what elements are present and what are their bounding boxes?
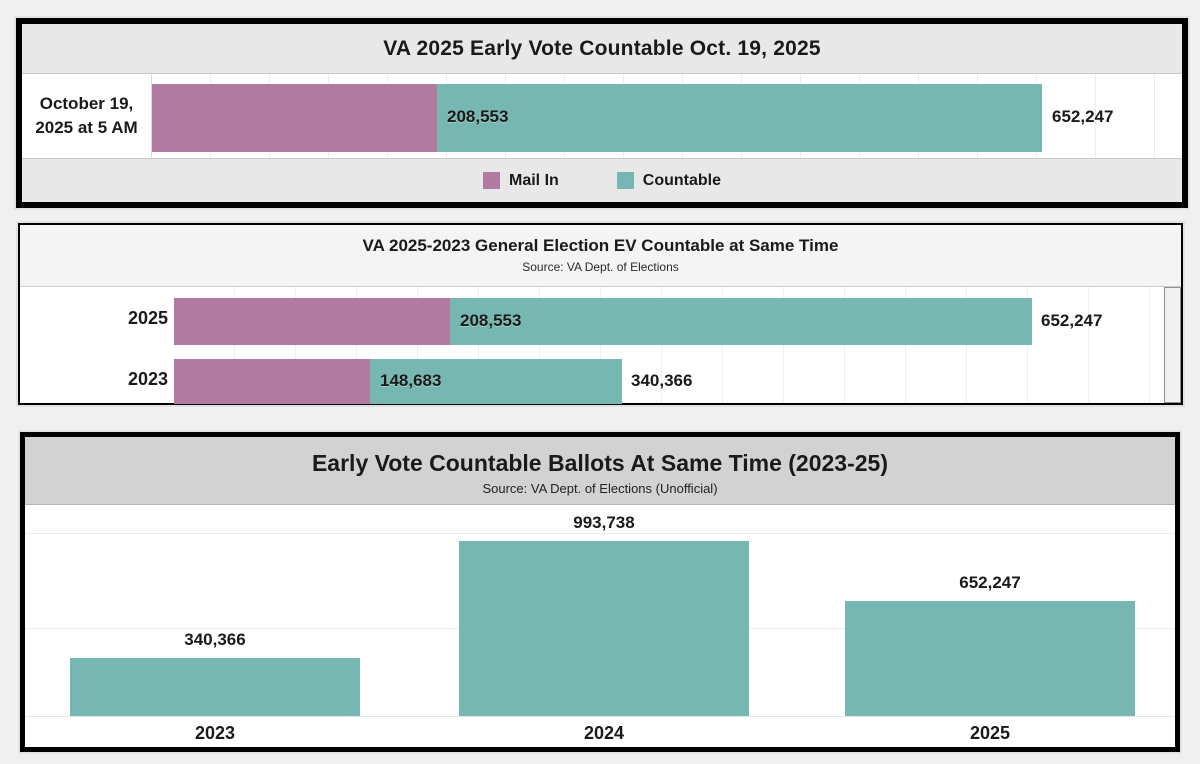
countable-color-swatch-icon: [616, 172, 634, 189]
chart2-title-band: VA 2025-2023 General Election EV Countab…: [20, 225, 1181, 286]
chart2-vertical-scrollbar[interactable]: [1164, 287, 1181, 403]
chart2-axis-label-column: [20, 287, 174, 403]
legend-item-countable[interactable]: Countable: [616, 171, 721, 190]
chart3-axis-label-2025: 2025: [969, 723, 1011, 743]
chart1-plot-area: 208,553 652,247: [152, 74, 1182, 158]
chart3-subtitle: Source: VA Dept. of Elections (Unofficia…: [482, 481, 718, 496]
chart1-legend: Mail In Countable: [22, 159, 1182, 202]
chart1-row-label: October 19, 2025 at 5 AM: [22, 74, 152, 158]
chart1-mail-in-segment[interactable]: [152, 84, 437, 152]
chart2-2025-countable-segment[interactable]: [450, 298, 1032, 345]
chart3-value-label-2023: 340,366: [184, 630, 246, 649]
chart1-title-band: VA 2025 Early Vote Countable Oct. 19, 20…: [22, 24, 1182, 73]
chart1-mail-in-value-label: 208,553: [447, 107, 509, 126]
legend-label-countable: Countable: [642, 171, 721, 189]
chart2-bar-2023: [174, 359, 622, 404]
chart2-year-label-2025: 2025: [127, 308, 168, 328]
gridline-1000k: [25, 533, 1175, 534]
chart2-2025-total-value-label: 652,247: [1041, 311, 1103, 330]
chart2-title: VA 2025-2023 General Election EV Countab…: [362, 236, 839, 255]
chart3-title: Early Vote Countable Ballots At Same Tim…: [311, 450, 889, 476]
chart3-value-label-2024: 993,738: [573, 513, 635, 532]
chart3-bar-2025[interactable]: [845, 601, 1135, 716]
chart2-plot-area: 2025 208,553 652,247 2023 148,683 340,36…: [20, 286, 1181, 404]
x-axis-baseline: [25, 716, 1175, 717]
chart3-axis-label-2024: 2024: [583, 723, 625, 743]
chart2-2025-mail-in-segment[interactable]: [174, 298, 450, 345]
chart2-2025-mail-in-value-label: 208,553: [460, 311, 522, 330]
chart2-subtitle: Source: VA Dept. of Elections: [522, 260, 679, 274]
chart3-axis-label-2023: 2023: [194, 723, 236, 743]
chart3-bar-2024[interactable]: [459, 541, 749, 716]
chart1-stacked-bar: [152, 84, 1042, 152]
chart-panel-ev-comparison-2025-2023: VA 2025-2023 General Election EV Countab…: [18, 223, 1183, 405]
chart1-title: VA 2025 Early Vote Countable Oct. 19, 20…: [383, 36, 821, 60]
chart-panel-ev-countable-today: VA 2025 Early Vote Countable Oct. 19, 20…: [16, 18, 1188, 208]
chart-panel-ev-countable-by-year: Early Vote Countable Ballots At Same Tim…: [20, 432, 1180, 752]
chart3-bar-2023[interactable]: [70, 658, 360, 716]
chart2-2023-mail-in-value-label: 148,683: [380, 371, 442, 390]
chart3-plot-area: 340,366 2023 993,738 2024 652,247 2025: [25, 505, 1175, 747]
legend-label-mail-in: Mail In: [509, 171, 559, 189]
legend-item-mail-in[interactable]: Mail In: [483, 172, 559, 190]
chart1-row-label-line1: October 19,: [39, 94, 134, 114]
chart1-plot-row: October 19, 2025 at 5 AM 208,553 652,247: [22, 73, 1182, 159]
chart2-2023-countable-segment[interactable]: [370, 359, 622, 404]
chart1-total-value-label: 652,247: [1052, 107, 1114, 126]
chart1-row-label-line2: 2025 at 5 AM: [35, 118, 138, 137]
chart3-title-band: Early Vote Countable Ballots At Same Tim…: [25, 437, 1175, 505]
chart2-2023-mail-in-segment[interactable]: [174, 359, 370, 404]
mail-in-color-swatch-icon: [483, 172, 500, 189]
chart1-countable-segment[interactable]: [437, 84, 1042, 152]
chart2-bar-2025: [174, 298, 1032, 345]
chart3-value-label-2025: 652,247: [959, 573, 1021, 592]
chart2-year-label-2023: 2023: [127, 369, 168, 389]
chart2-2023-total-value-label: 340,366: [631, 371, 693, 390]
